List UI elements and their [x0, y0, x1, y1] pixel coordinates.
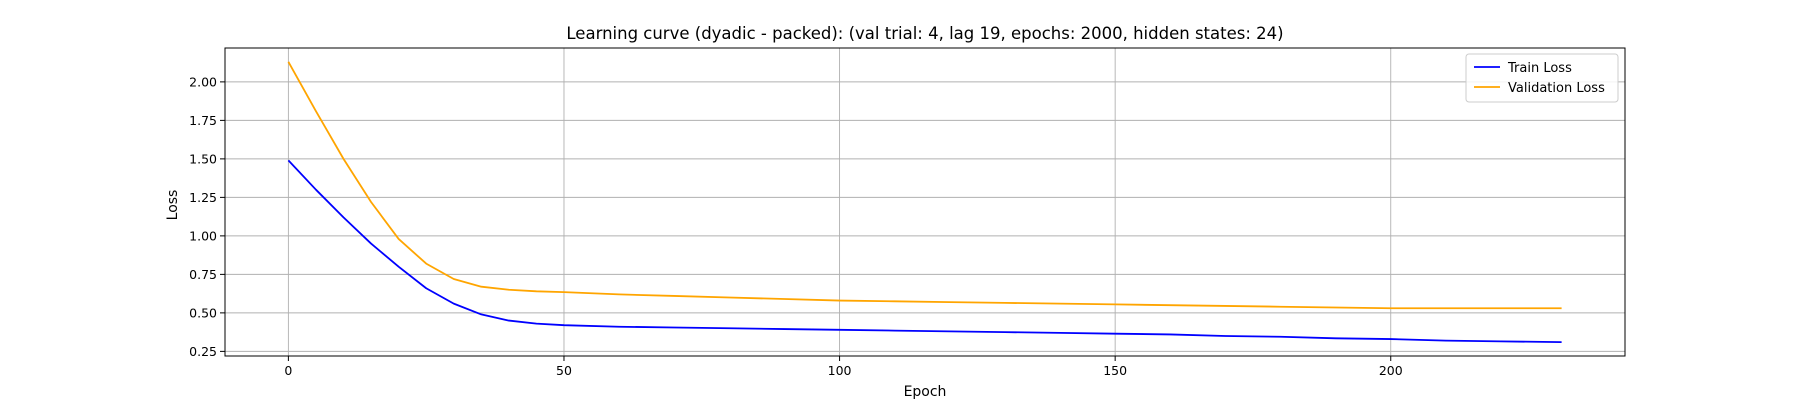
y-tick-label: 1.75 — [189, 113, 217, 128]
x-tick-label: 50 — [556, 363, 572, 378]
x-tick-label: 0 — [284, 363, 292, 378]
chart-title: Learning curve (dyadic - packed): (val t… — [566, 24, 1283, 43]
series-lines — [287, 61, 1562, 344]
series-line-validation-loss — [287, 61, 1562, 310]
x-tick-label: 150 — [1103, 363, 1127, 378]
legend-box — [1465, 53, 1619, 103]
y-tick-label: 1.50 — [189, 151, 217, 166]
y-tick-label: 2.00 — [189, 74, 217, 89]
x-tick-label: 100 — [828, 363, 852, 378]
y-tick-label: 0.50 — [189, 305, 217, 320]
y-tick-label: 1.25 — [189, 190, 217, 205]
grid-lines — [225, 48, 1625, 356]
y-axis-label: Loss — [165, 190, 181, 221]
plot-frame — [224, 47, 1626, 357]
y-tick-label: 0.75 — [189, 267, 217, 282]
chart-legend: Train Loss Validation Loss — [1465, 53, 1619, 103]
y-tick-label: 1.00 — [189, 228, 217, 243]
y-tick-label: 0.25 — [189, 344, 217, 359]
legend-label-validation-loss: Validation Loss — [1508, 81, 1605, 96]
series-line-train-loss — [287, 159, 1562, 344]
x-tick-label: 200 — [1379, 363, 1403, 378]
legend-label-train-loss: Train Loss — [1507, 61, 1572, 76]
axis-ticks: 0 50 100 150 200 0.25 0.50 0.75 1.00 1.25 1.50 1.75… — [189, 74, 1403, 378]
x-axis-label: Epoch — [904, 384, 947, 400]
